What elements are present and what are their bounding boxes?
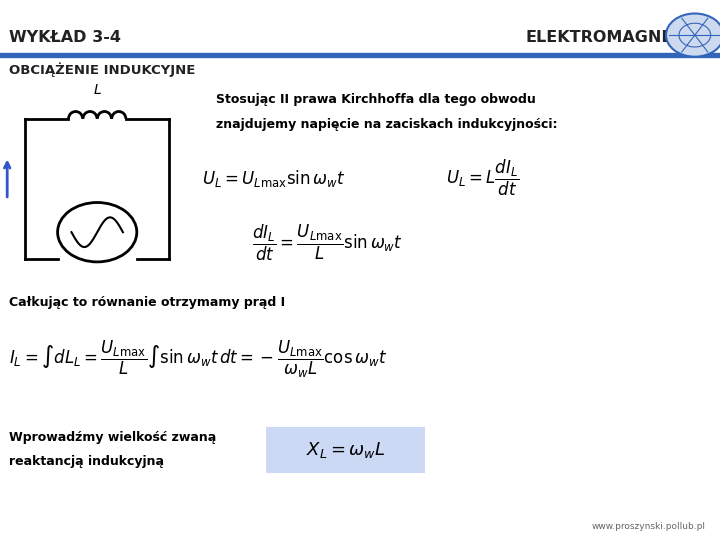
Text: $U_L = L\dfrac{dI_L}{dt}$: $U_L = L\dfrac{dI_L}{dt}$ bbox=[446, 158, 520, 198]
Text: Wprowadźmy wielkość zwaną: Wprowadźmy wielkość zwaną bbox=[9, 431, 217, 444]
Text: WYKŁAD 3-4: WYKŁAD 3-4 bbox=[9, 30, 122, 45]
Text: ELEKTROMAGNETYZM: ELEKTROMAGNETYZM bbox=[526, 30, 720, 45]
Text: $L$: $L$ bbox=[93, 83, 102, 97]
Text: $\dfrac{dI_L}{dt} = \dfrac{U_{L\max}}{L}\sin\omega_w t$: $\dfrac{dI_L}{dt} = \dfrac{U_{L\max}}{L}… bbox=[252, 223, 403, 263]
Text: www.proszynski.pollub.pl: www.proszynski.pollub.pl bbox=[592, 522, 706, 531]
Text: reaktancją indukcyjną: reaktancją indukcyjną bbox=[9, 455, 164, 468]
Circle shape bbox=[666, 14, 720, 57]
Text: znajdujemy napięcie na zaciskach indukcyjności:: znajdujemy napięcie na zaciskach indukcy… bbox=[216, 118, 557, 131]
Text: $I_L = \int dL_L = \dfrac{U_{L\max}}{L}\int\sin\omega_w t\,dt = -\dfrac{U_{L\max: $I_L = \int dL_L = \dfrac{U_{L\max}}{L}\… bbox=[9, 339, 388, 380]
Text: $X_L = \omega_w L$: $X_L = \omega_w L$ bbox=[306, 440, 385, 460]
Text: OBCIĄŻENIE INDUKCYJNE: OBCIĄŻENIE INDUKCYJNE bbox=[9, 63, 196, 77]
FancyBboxPatch shape bbox=[266, 427, 425, 472]
Text: Stosując II prawa Kirchhoffa dla tego obwodu: Stosując II prawa Kirchhoffa dla tego ob… bbox=[216, 93, 536, 106]
Text: Całkując to równanie otrzymamy prąd I: Całkując to równanie otrzymamy prąd I bbox=[9, 296, 286, 309]
Text: $U_L = U_{L\max}\sin\omega_w t$: $U_L = U_{L\max}\sin\omega_w t$ bbox=[202, 168, 345, 188]
Bar bbox=[0, 53, 720, 57]
